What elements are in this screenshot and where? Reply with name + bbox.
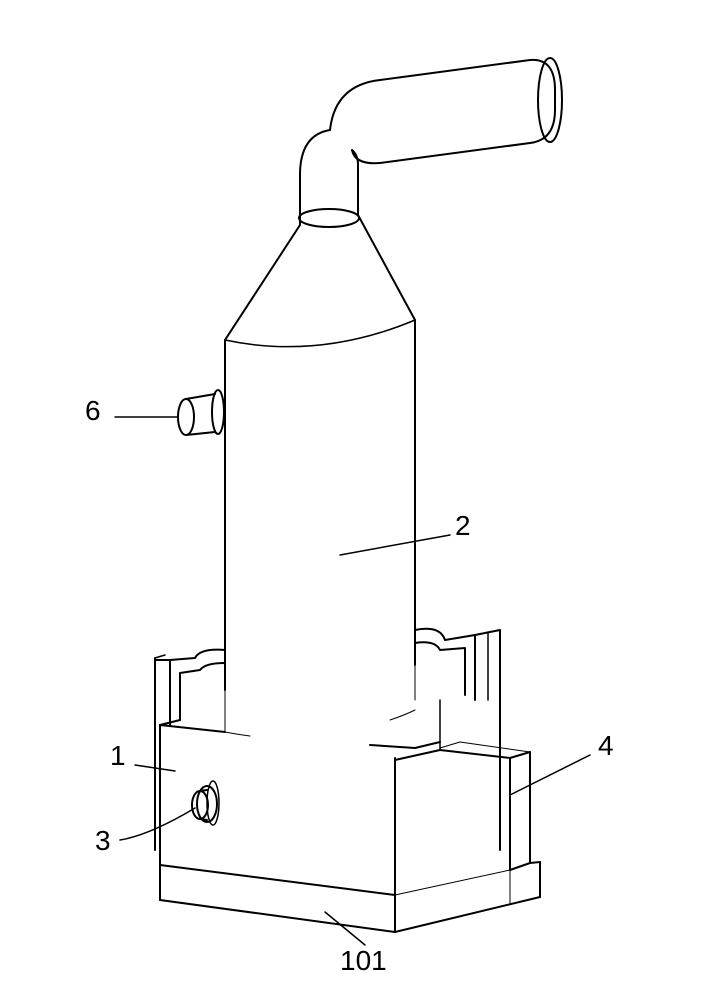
technical-diagram: 6 2 1 3 4 101	[0, 0, 706, 1000]
label-6: 6	[85, 395, 101, 427]
label-1: 1	[110, 740, 126, 772]
label-3: 3	[95, 825, 111, 857]
label-2: 2	[455, 510, 471, 542]
label-4: 4	[598, 730, 614, 762]
label-101: 101	[340, 945, 387, 977]
